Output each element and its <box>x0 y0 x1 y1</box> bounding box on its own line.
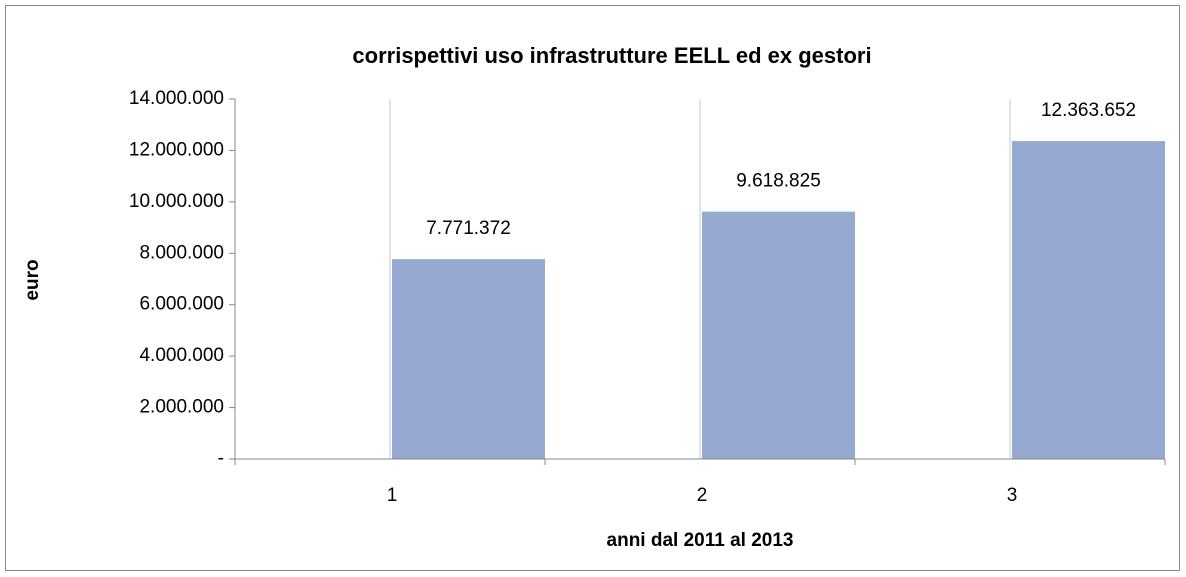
y-tick-label: - <box>218 448 224 469</box>
chart-border <box>5 5 1180 571</box>
x-axis-label: anni dal 2011 al 2013 <box>607 530 794 551</box>
value-label: 9.618.825 <box>736 171 821 192</box>
value-label: 7.771.372 <box>426 218 511 239</box>
y-tick-label: 4.000.000 <box>139 345 224 366</box>
bar <box>702 211 855 459</box>
y-tick-label: 14.000.000 <box>129 88 224 109</box>
y-axis-label: euro <box>22 259 43 300</box>
x-tick-label: 3 <box>1007 485 1018 506</box>
bar <box>392 259 545 459</box>
bar <box>1012 141 1165 459</box>
chart-title: corrispettivi uso infrastrutture EELL ed… <box>352 43 871 68</box>
value-label: 12.363.652 <box>1041 100 1136 121</box>
y-tick-label: 8.000.000 <box>139 242 224 263</box>
x-tick-label: 2 <box>697 485 708 506</box>
y-tick-label: 6.000.000 <box>139 294 224 315</box>
y-tick-label: 10.000.000 <box>129 191 224 212</box>
y-tick-label: 2.000.000 <box>139 397 224 418</box>
x-tick-label: 1 <box>387 485 398 506</box>
y-tick-label: 12.000.000 <box>129 139 224 160</box>
